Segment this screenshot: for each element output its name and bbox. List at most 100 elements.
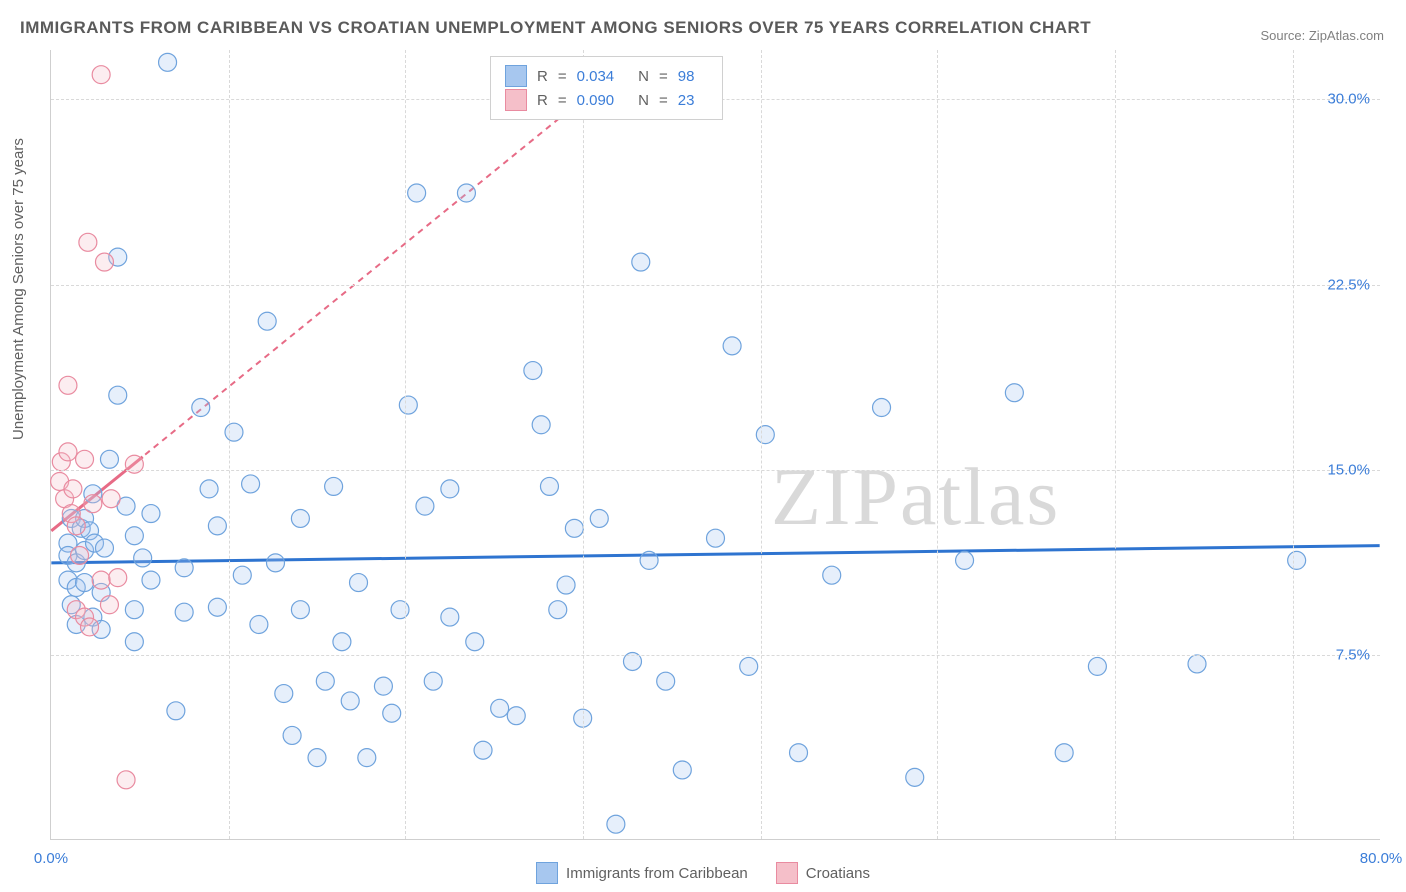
data-point-caribbean: [208, 598, 226, 616]
data-point-caribbean: [267, 554, 285, 572]
data-point-caribbean: [823, 566, 841, 584]
data-point-caribbean: [607, 815, 625, 833]
data-point-croatians: [100, 596, 118, 614]
trendline-caribbean: [51, 546, 1379, 563]
legend-r-value-caribbean: 0.034: [577, 68, 615, 85]
data-point-caribbean: [740, 657, 758, 675]
legend-swatch-caribbean: [505, 65, 527, 87]
data-point-caribbean: [250, 616, 268, 634]
gridline-h: [51, 655, 1380, 656]
data-point-caribbean: [673, 761, 691, 779]
data-point-caribbean: [125, 601, 143, 619]
data-point-croatians: [76, 450, 94, 468]
data-point-caribbean: [125, 527, 143, 545]
data-point-caribbean: [258, 312, 276, 330]
data-point-caribbean: [491, 699, 509, 717]
legend-n-label: N: [638, 92, 649, 109]
data-point-caribbean: [632, 253, 650, 271]
data-point-caribbean: [374, 677, 392, 695]
chart-title: IMMIGRANTS FROM CARIBBEAN VS CROATIAN UN…: [20, 18, 1091, 38]
gridline-v: [761, 50, 762, 839]
gridline-v: [583, 50, 584, 839]
data-point-caribbean: [723, 337, 741, 355]
data-point-caribbean: [383, 704, 401, 722]
data-point-caribbean: [358, 749, 376, 767]
data-point-caribbean: [1088, 657, 1106, 675]
data-point-croatians: [81, 618, 99, 636]
data-point-caribbean: [316, 672, 334, 690]
data-point-caribbean: [308, 749, 326, 767]
data-point-caribbean: [956, 551, 974, 569]
data-point-caribbean: [233, 566, 251, 584]
legend-row-croatians: R = 0.090 N = 23: [505, 89, 708, 111]
gridline-v: [1115, 50, 1116, 839]
legend-n-value-caribbean: 98: [678, 68, 695, 85]
data-point-caribbean: [524, 362, 542, 380]
data-point-caribbean: [590, 509, 608, 527]
data-point-croatians: [92, 66, 110, 84]
legend-correlation: R = 0.034 N = 98 R = 0.090 N = 23: [490, 56, 723, 120]
data-point-caribbean: [466, 633, 484, 651]
data-point-caribbean: [1055, 744, 1073, 762]
data-point-caribbean: [707, 529, 725, 547]
plot-area: ZIPatlas 7.5%15.0%22.5%30.0%0.0%80.0%: [50, 50, 1380, 840]
data-point-caribbean: [565, 519, 583, 537]
data-point-caribbean: [242, 475, 260, 493]
data-point-croatians: [84, 495, 102, 513]
data-point-caribbean: [283, 726, 301, 744]
data-point-caribbean: [159, 53, 177, 71]
data-point-caribbean: [333, 633, 351, 651]
legend-swatch-croatians-bottom: [776, 862, 798, 884]
data-point-caribbean: [549, 601, 567, 619]
data-point-caribbean: [341, 692, 359, 710]
data-point-croatians: [109, 569, 127, 587]
legend-r-label: R: [537, 68, 548, 85]
legend-label-caribbean: Immigrants from Caribbean: [566, 865, 748, 882]
gridline-v: [1293, 50, 1294, 839]
data-point-caribbean: [424, 672, 442, 690]
gridline-v: [229, 50, 230, 839]
data-point-caribbean: [225, 423, 243, 441]
legend-item-croatians: Croatians: [776, 862, 870, 884]
data-point-caribbean: [1188, 655, 1206, 673]
data-point-caribbean: [507, 707, 525, 725]
data-point-caribbean: [408, 184, 426, 202]
data-point-caribbean: [142, 571, 160, 589]
data-point-caribbean: [416, 497, 434, 515]
source-attribution: Source: ZipAtlas.com: [1260, 28, 1384, 43]
data-point-caribbean: [1288, 551, 1306, 569]
data-point-caribbean: [657, 672, 675, 690]
legend-n-value-croatians: 23: [678, 92, 695, 109]
data-point-caribbean: [325, 477, 343, 495]
data-point-caribbean: [1005, 384, 1023, 402]
data-point-caribbean: [192, 399, 210, 417]
data-point-caribbean: [167, 702, 185, 720]
data-point-croatians: [59, 443, 77, 461]
legend-series: Immigrants from Caribbean Croatians: [0, 862, 1406, 884]
data-point-caribbean: [906, 768, 924, 786]
data-point-caribbean: [532, 416, 550, 434]
data-point-croatians: [95, 253, 113, 271]
data-point-croatians: [71, 546, 89, 564]
legend-row-caribbean: R = 0.034 N = 98: [505, 65, 708, 87]
data-point-caribbean: [291, 509, 309, 527]
data-point-croatians: [67, 517, 85, 535]
data-point-caribbean: [109, 386, 127, 404]
legend-item-caribbean: Immigrants from Caribbean: [536, 862, 748, 884]
data-point-caribbean: [291, 601, 309, 619]
data-point-caribbean: [275, 685, 293, 703]
y-tick-label: 22.5%: [1327, 276, 1370, 293]
data-point-caribbean: [790, 744, 808, 762]
chart-svg: [51, 50, 1380, 839]
data-point-caribbean: [557, 576, 575, 594]
data-point-caribbean: [200, 480, 218, 498]
y-tick-label: 7.5%: [1336, 646, 1370, 663]
data-point-croatians: [79, 233, 97, 251]
data-point-caribbean: [76, 574, 94, 592]
legend-r-label: R: [537, 92, 548, 109]
data-point-caribbean: [125, 633, 143, 651]
data-point-croatians: [64, 480, 82, 498]
data-point-caribbean: [457, 184, 475, 202]
data-point-caribbean: [134, 549, 152, 567]
legend-label-croatians: Croatians: [806, 865, 870, 882]
